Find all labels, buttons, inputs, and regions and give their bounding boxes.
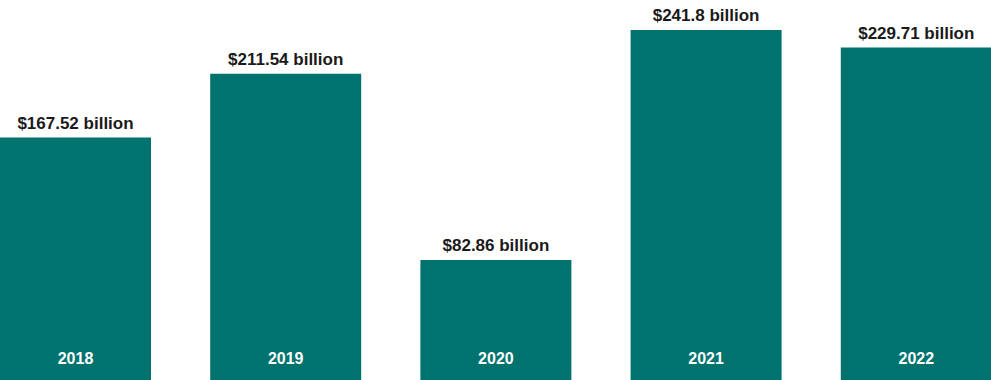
svg-text:2020: 2020 <box>478 350 514 367</box>
svg-text:2021: 2021 <box>688 350 724 367</box>
svg-text:$167.52 billion: $167.52 billion <box>17 114 133 133</box>
svg-text:2018: 2018 <box>58 350 94 367</box>
svg-text:2022: 2022 <box>899 350 935 367</box>
svg-text:$229.71 billion: $229.71 billion <box>858 24 974 43</box>
svg-text:2019: 2019 <box>268 350 304 367</box>
svg-text:$82.86 billion: $82.86 billion <box>443 236 550 255</box>
svg-text:$211.54 billion: $211.54 billion <box>228 50 343 69</box>
svg-text:$241.8 billion: $241.8 billion <box>653 6 760 25</box>
